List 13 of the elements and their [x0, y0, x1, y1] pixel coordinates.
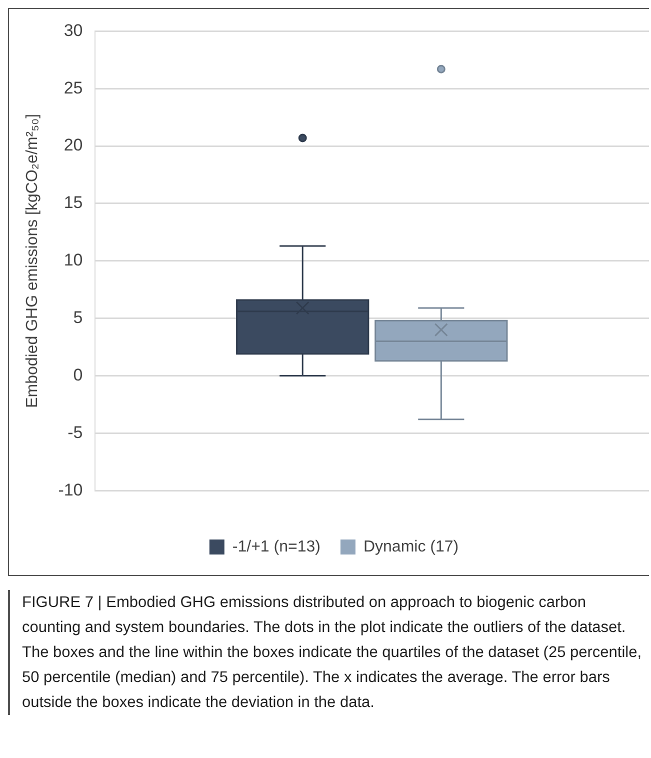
caption: FIGURE 7 | Embodied GHG emissions distributed on approach to biogenic carbon counting and system boundaries. The dots in the plot indicate the outliers of the dataset. The boxes and the line within the boxes indicate the quartiles of the dataset (25 percentile, 50 percentile (median) and 75 percentile). The x indicates the average. The error bars outside the boxes indicate the deviation in the data.: [22, 593, 642, 713]
y-tick-label: 0: [73, 365, 83, 384]
legend-label: -1/+1 (n=13): [232, 538, 320, 556]
y-tick-label: 25: [64, 78, 83, 98]
y-axis-title: Embodied GHG emissions [kgCO₂e/m²₅₀]: [24, 114, 42, 408]
y-tick-label: 15: [64, 193, 83, 212]
y-tick-label: 30: [64, 20, 83, 40]
y-tick-label: 20: [64, 136, 83, 155]
y-tick-label: -5: [68, 422, 83, 442]
legend-label: Dynamic (17): [363, 538, 459, 556]
y-tick-label: 5: [73, 308, 83, 328]
y-tick-label: 10: [64, 250, 83, 270]
y-tick-label: -10: [58, 480, 83, 500]
